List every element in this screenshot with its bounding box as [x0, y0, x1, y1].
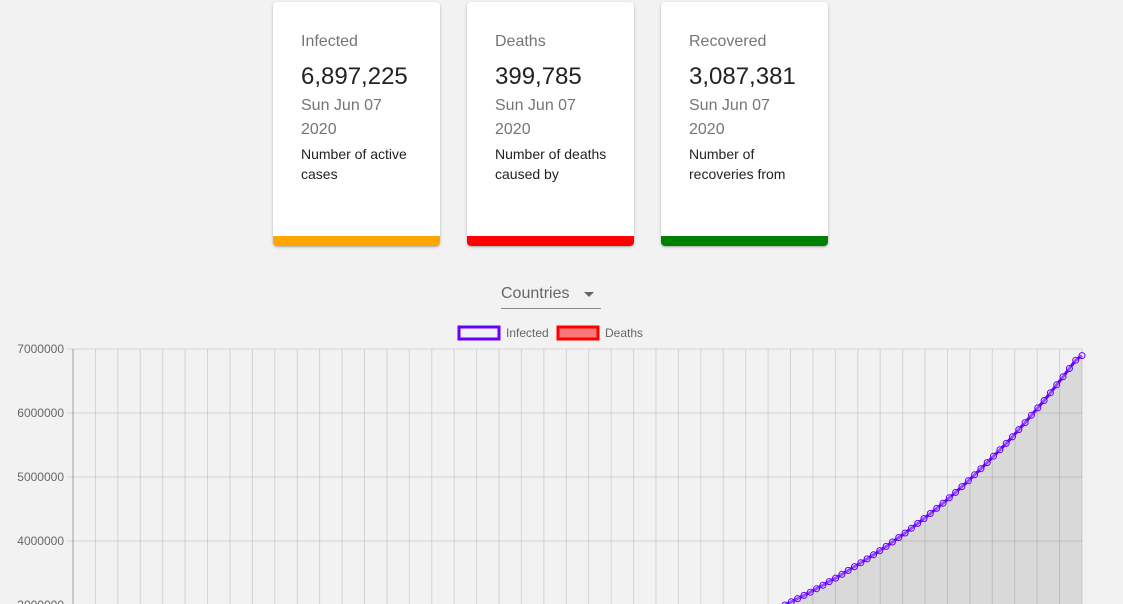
infected-point [870, 551, 877, 559]
infected-point [857, 559, 865, 567]
card-value: 3,087,381 [689, 63, 796, 90]
card-color-bar [273, 236, 440, 246]
country-select-value: Countries [501, 285, 570, 302]
card-color-bar [467, 236, 634, 246]
infected-point [787, 598, 795, 604]
infected-point [819, 581, 827, 589]
infected-point [958, 483, 966, 491]
infected-point [806, 588, 814, 596]
infected-point [1040, 397, 1048, 404]
infected-point [990, 452, 997, 460]
legend-label-deaths: Deaths [605, 326, 643, 340]
card-title: Infected [301, 33, 358, 50]
infected-line [784, 354, 1083, 604]
infected-point [952, 488, 960, 496]
infected-point [1053, 381, 1061, 389]
card-date: Sun Jun 07 2020 [495, 97, 576, 138]
infected-point [1046, 389, 1054, 397]
infected-point [895, 534, 903, 541]
infected-card: Infected 6,897,225 Sun Jun 07 2020 Numbe… [273, 2, 440, 246]
infected-point [983, 459, 991, 467]
infected-point [996, 446, 1004, 454]
infected-point [920, 515, 928, 523]
infected-point [1072, 356, 1080, 364]
infected-point [971, 471, 979, 479]
infected-point [851, 563, 858, 571]
y-tick-label: 7000000 [17, 342, 64, 356]
infected-point [1065, 365, 1073, 372]
infected-point [1059, 373, 1067, 381]
infected-area [786, 355, 1082, 604]
infected-point [825, 578, 833, 586]
deaths-card: Deaths 399,785 Sun Jun 07 2020 Number of… [467, 2, 634, 246]
infected-point [914, 519, 922, 527]
infected-point [901, 529, 909, 537]
card-title: Deaths [495, 33, 546, 50]
infected-point [844, 566, 852, 574]
infected-point [1034, 404, 1042, 412]
y-tick-label: 4000000 [17, 534, 64, 548]
infected-point [977, 465, 985, 473]
infected-point [945, 494, 953, 502]
card-value: 399,785 [495, 63, 582, 90]
legend-label-infected: Infected [506, 326, 549, 340]
infected-point [888, 538, 896, 546]
infected-point [882, 542, 890, 550]
y-tick-label: 5000000 [17, 470, 64, 484]
cases-line-chart: 7000000 6000000 5000000 4000000 3000000 Infec… [17, 325, 1086, 604]
card-description: Number of active cases [301, 146, 407, 182]
card-date: Sun Jun 07 2020 [301, 97, 382, 138]
legend-swatch-deaths [556, 325, 600, 341]
infected-point [800, 591, 808, 599]
chevron-down-icon [584, 292, 594, 297]
infected-point [1021, 419, 1029, 427]
infected-point [1027, 411, 1035, 419]
infected-point [1009, 433, 1016, 441]
infected-point [876, 547, 884, 555]
infected-point [1078, 352, 1086, 360]
legend-swatch-infected [457, 325, 501, 341]
infected-point [1002, 439, 1010, 447]
infected-point [939, 499, 947, 507]
recovered-card: Recovered 3,087,381 Sun Jun 07 2020 Numb… [661, 2, 828, 246]
card-value: 6,897,225 [301, 63, 408, 90]
infected-point [794, 595, 802, 603]
infected-point [1015, 426, 1023, 434]
infected-point [832, 574, 840, 582]
card-description: Number of recoveries from [689, 146, 786, 182]
card-description: Number of deaths caused by [495, 146, 607, 182]
infected-point [964, 477, 972, 485]
infected-point [933, 504, 941, 512]
infected-point [863, 555, 871, 563]
card-title: Recovered [689, 33, 767, 50]
country-select[interactable]: Countries [501, 280, 601, 309]
infected-point [926, 510, 934, 517]
infected-point [838, 570, 846, 578]
infected-point [813, 585, 821, 593]
infected-point [907, 524, 915, 532]
card-color-bar [661, 236, 828, 246]
summary-cards: Infected 6,897,225 Sun Jun 07 2020 Numbe… [273, 2, 828, 246]
card-date: Sun Jun 07 2020 [689, 97, 770, 138]
y-tick-label: 3000000 [17, 598, 64, 604]
y-tick-label: 6000000 [17, 406, 64, 420]
